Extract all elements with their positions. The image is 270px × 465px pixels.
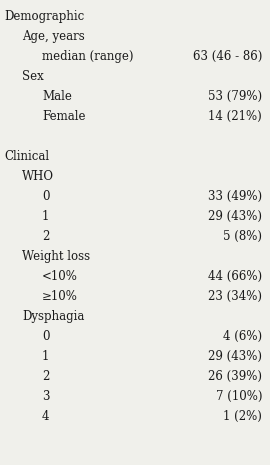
Text: 0: 0 (42, 330, 49, 343)
Text: 33 (49%): 33 (49%) (208, 190, 262, 203)
Text: 1 (2%): 1 (2%) (223, 410, 262, 423)
Text: 29 (43%): 29 (43%) (208, 350, 262, 363)
Text: WHO: WHO (22, 170, 54, 183)
Text: Clinical: Clinical (4, 150, 49, 163)
Text: 1: 1 (42, 350, 49, 363)
Text: 4 (6%): 4 (6%) (223, 330, 262, 343)
Text: Weight loss: Weight loss (22, 250, 90, 263)
Text: Female: Female (42, 110, 86, 123)
Text: 0: 0 (42, 190, 49, 203)
Text: 14 (21%): 14 (21%) (208, 110, 262, 123)
Text: Demographic: Demographic (4, 10, 84, 23)
Text: 29 (43%): 29 (43%) (208, 210, 262, 223)
Text: <10%: <10% (42, 270, 78, 283)
Text: median (range): median (range) (42, 50, 133, 63)
Text: Male: Male (42, 90, 72, 103)
Text: 5 (8%): 5 (8%) (223, 230, 262, 243)
Text: 53 (79%): 53 (79%) (208, 90, 262, 103)
Text: 3: 3 (42, 390, 49, 403)
Text: 26 (39%): 26 (39%) (208, 370, 262, 383)
Text: 4: 4 (42, 410, 49, 423)
Text: 1: 1 (42, 210, 49, 223)
Text: 63 (46 - 86): 63 (46 - 86) (193, 50, 262, 63)
Text: Age, years: Age, years (22, 30, 85, 43)
Text: ≥10%: ≥10% (42, 290, 78, 303)
Text: 23 (34%): 23 (34%) (208, 290, 262, 303)
Text: Sex: Sex (22, 70, 44, 83)
Text: Dysphagia: Dysphagia (22, 310, 84, 323)
Text: 2: 2 (42, 230, 49, 243)
Text: 7 (10%): 7 (10%) (215, 390, 262, 403)
Text: 2: 2 (42, 370, 49, 383)
Text: 44 (66%): 44 (66%) (208, 270, 262, 283)
